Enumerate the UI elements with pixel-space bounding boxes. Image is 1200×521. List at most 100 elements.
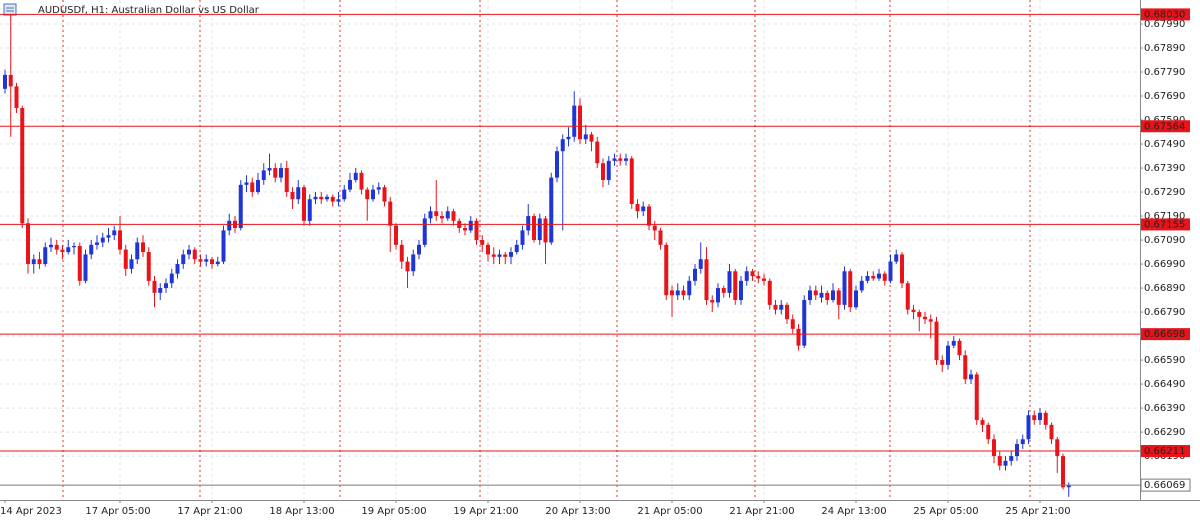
candle-body: [831, 290, 835, 301]
last-price-label: 0.66069: [1144, 480, 1185, 491]
candle-body: [405, 261, 410, 272]
x-tick-label: 19 Apr 05:00: [361, 506, 426, 517]
candle-body: [60, 249, 65, 253]
candle-body: [43, 247, 48, 265]
candle-body: [992, 439, 996, 457]
candle-body: [687, 280, 692, 296]
y-tick-label: 0.67790: [1144, 67, 1185, 78]
candle-body: [1049, 424, 1054, 440]
level-box: [1141, 120, 1190, 133]
candle-body: [106, 235, 111, 238]
candle-body: [865, 276, 870, 281]
candle-body: [854, 290, 858, 308]
candle-body: [733, 271, 738, 301]
candle-body: [980, 420, 985, 425]
icon-frame: [3, 3, 17, 16]
last-price-box: [1140, 478, 1191, 492]
candle-body: [204, 259, 209, 262]
candle-body: [928, 319, 933, 322]
candle-body: [836, 290, 841, 305]
y-tick-label: 0.67390: [1144, 163, 1185, 174]
candle-body: [773, 304, 778, 310]
level-box: [1141, 445, 1190, 458]
candle-body: [89, 244, 94, 255]
candle-body: [664, 244, 669, 296]
candle-body: [290, 192, 295, 200]
candle-body: [296, 187, 301, 200]
candle-body: [779, 304, 784, 310]
candle-body: [365, 189, 370, 200]
candle-body: [946, 345, 950, 365]
candle-body: [31, 259, 36, 265]
level-box: [1141, 218, 1190, 231]
candle-body: [330, 196, 335, 202]
y-tick-label: 0.66390: [1144, 403, 1185, 414]
candle-body: [1038, 412, 1042, 421]
candle-body: [399, 244, 404, 262]
candle-body: [1026, 415, 1031, 440]
candle-body: [595, 141, 600, 164]
x-tick-label: 17 Apr 21:00: [177, 506, 242, 517]
candle-body: [279, 168, 283, 178]
candle-body: [336, 199, 341, 202]
candle-body: [302, 187, 306, 221]
candle-body: [152, 280, 157, 293]
candle-body: [750, 271, 755, 277]
candle-body: [532, 216, 536, 241]
candle-body: [957, 340, 962, 356]
candle-body: [422, 218, 427, 245]
candle-body: [158, 288, 163, 293]
level-label: 0.68030: [1144, 9, 1185, 20]
candle-body: [727, 271, 732, 293]
candle-body: [796, 328, 801, 346]
candle-body: [503, 254, 508, 257]
candle-body: [520, 230, 525, 245]
level-label: 0.66211: [1144, 446, 1185, 457]
candle-body: [468, 220, 473, 231]
candle-body: [900, 254, 904, 284]
candle-body: [704, 259, 709, 301]
candle-body: [123, 249, 128, 269]
candle-body: [618, 158, 623, 161]
candle-body: [917, 312, 922, 317]
candle-body: [284, 168, 289, 193]
candle-body: [934, 321, 939, 361]
candle-body: [129, 259, 134, 269]
candle-body: [353, 172, 358, 181]
candle-body: [894, 254, 899, 262]
candle-body: [997, 456, 1002, 466]
candle-body: [1003, 460, 1008, 466]
candle-body: [560, 139, 565, 152]
candle-body: [181, 254, 186, 265]
candle-body: [83, 254, 88, 281]
candle-body: [905, 283, 910, 310]
candle-body: [146, 252, 151, 281]
y-tick-label: 0.67290: [1144, 187, 1185, 198]
x-tick-label: 25 Apr 21:00: [1005, 506, 1070, 517]
candle-body: [647, 206, 651, 226]
candle-body: [572, 105, 577, 137]
y-tick-label: 0.66890: [1144, 283, 1185, 294]
y-tick-label: 0.66290: [1144, 427, 1185, 438]
candle-body: [635, 204, 640, 212]
candle-body: [376, 187, 381, 190]
candle-body: [848, 271, 853, 308]
candle-body: [319, 196, 324, 200]
candle-body: [238, 184, 243, 229]
candle-body: [313, 196, 318, 200]
candle-body: [307, 199, 312, 221]
candle-body: [382, 187, 387, 202]
candle-body: [555, 151, 559, 178]
candle-body: [583, 134, 588, 140]
candle-body: [543, 218, 548, 243]
candle-body: [388, 201, 393, 226]
level-box: [1141, 328, 1190, 341]
candle-body: [135, 242, 140, 260]
level-label: 0.66698: [1144, 329, 1185, 340]
candle-body: [451, 211, 456, 221]
y-tick-label: 0.67190: [1144, 211, 1185, 222]
candle-body: [250, 182, 255, 193]
candle-body: [348, 180, 352, 190]
candle-body: [256, 180, 260, 193]
candle-body: [1043, 412, 1048, 425]
